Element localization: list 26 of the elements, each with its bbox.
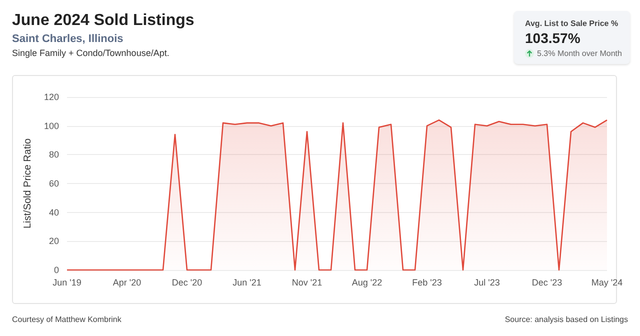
y-tick-label: 80: [48, 150, 59, 160]
y-tick-label: 60: [48, 178, 59, 188]
text: Courtesy of Matthew Kombrink: [12, 315, 122, 324]
chart-subtitle: Saint Charles, Illinois: [12, 33, 124, 45]
text: 103.57%: [525, 30, 580, 46]
x-tick-label: Dec '20: [172, 278, 202, 288]
y-tick-label: 100: [44, 120, 59, 131]
x-tick-label: Apr '20: [112, 278, 142, 288]
x-tick-label: Aug '22: [352, 278, 382, 288]
x-tick-label: Jun '19: [52, 278, 82, 288]
x-tick-label: Nov '21: [292, 278, 322, 288]
text: Single Family + Condo/Townhouse/Apt.: [12, 48, 170, 58]
y-tick-label: 0: [54, 265, 59, 275]
x-tick-label: Jun '21: [232, 278, 262, 288]
y-tick-label: 20: [48, 236, 59, 246]
text: Avg. List to Sale Price %: [525, 19, 618, 28]
source-note: Source: analysis based on Listings: [504, 315, 628, 324]
chart-title: June 2024 Sold Listings: [12, 12, 194, 30]
x-tick-label: Jul '23: [474, 278, 500, 288]
y-tick-label: 120: [44, 92, 59, 102]
y-tick-label: 40: [48, 207, 59, 218]
y-axis-title: List/Sold Price Ratio: [22, 138, 34, 229]
x-tick-label: Dec '23: [532, 278, 562, 288]
x-tick-label: May '24: [591, 278, 623, 288]
x-tick-label: Feb '23: [412, 278, 442, 288]
text: 5.3% Month over Month: [537, 49, 622, 58]
